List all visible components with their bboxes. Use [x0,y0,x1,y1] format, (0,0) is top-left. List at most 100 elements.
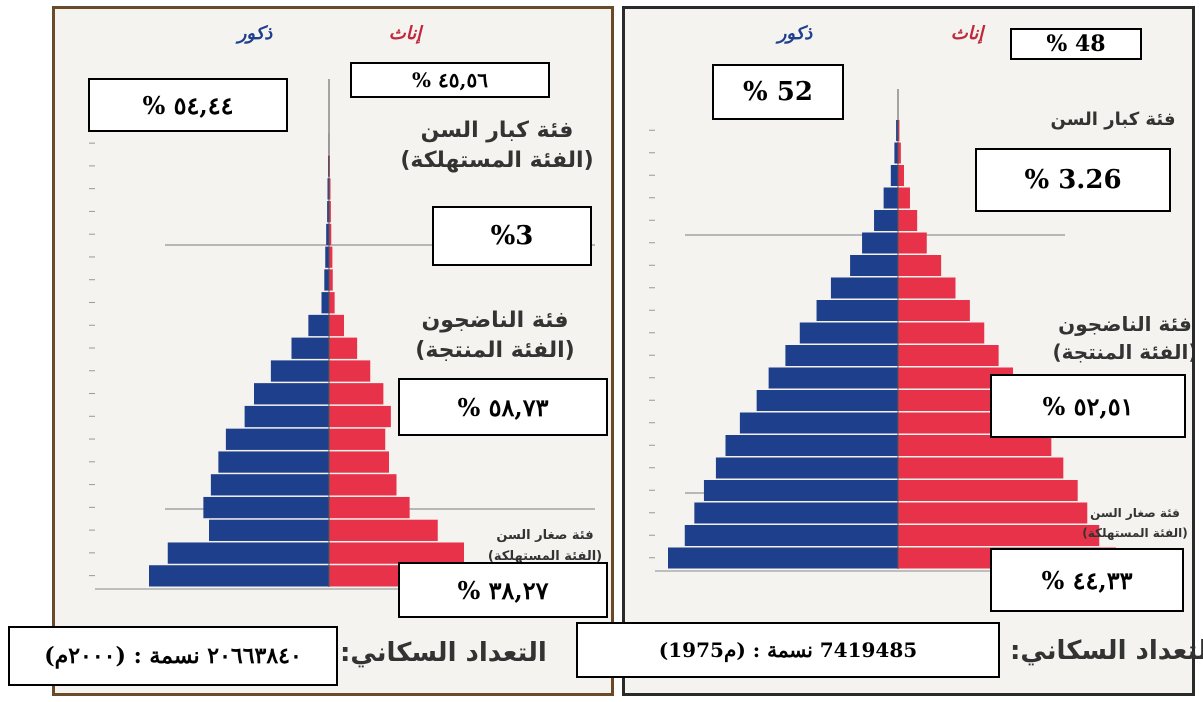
male-bar [254,383,329,405]
group-name-label: فئة كبار السن [1051,109,1176,130]
census-box-1975: (1975م) : 7419485 نسمة [576,622,1000,678]
female-bar [898,435,1052,456]
census-label-2000: التعداد السكاني: [340,638,547,668]
male-bar [327,201,329,223]
female-bar [898,277,956,299]
male-label: ذكور [775,23,814,44]
male-bar [799,322,898,344]
group-name-label: فئة كبار السن [421,118,574,143]
female-bar [329,269,333,291]
group-name-label: فئة صغار السن [1090,506,1180,520]
male-bar [209,519,329,541]
female-bar [898,142,901,164]
male-label: ذكور [235,23,274,44]
female-bar [898,255,942,276]
male-bar [218,451,329,473]
female-bar [898,502,1088,524]
female-bar [329,451,389,473]
adult-percent-box-1975: % ٥٢,٥١ [990,374,1186,438]
adult-percent-box-2000: % ٥٨,٧٣ [398,378,608,436]
male-bar [225,428,329,450]
male-bar [324,269,329,291]
female-bar [329,474,397,496]
female-bar [329,496,410,519]
youth-percent-box-2000: % ٣٨,٢٧ [398,562,608,618]
male-bar [308,314,329,337]
male-bar [325,246,329,268]
female-label: إناث [389,23,424,44]
male-bar [210,474,329,496]
male-bar [703,480,898,501]
male-bar [149,565,329,587]
census-label-1975: التعداد السكاني: [1010,636,1203,666]
male-bar [244,405,329,428]
male-percent-box-1975: % 52 [712,64,844,120]
female-bar [898,525,1100,546]
female-bar [898,345,999,366]
male-bar [203,496,329,519]
female-percent-box-1975: % 48 [1010,28,1142,60]
group-subtitle-label: (الفئة المستهلكة) [488,549,602,564]
male-bar [327,178,329,200]
male-bar [816,300,898,321]
female-label: إناث [951,23,986,44]
male-bar [894,142,898,164]
female-bar [329,360,371,382]
male-bar [167,542,329,564]
male-bar [270,360,329,382]
female-bar [329,405,391,428]
male-bar [883,187,898,209]
female-bar [329,246,333,268]
group-name-label: فئة الناضجون [1058,312,1192,336]
group-subtitle-label: (الفئة المنتجة) [1053,340,1192,364]
group-subtitle-label: (الفئة المستهلكة) [1082,526,1187,540]
female-bar [898,187,910,209]
female-bar [329,519,438,541]
male-bar [291,337,329,359]
male-bar [850,255,898,276]
female-bar [329,383,384,405]
male-bar [756,390,898,411]
male-bar [862,232,898,254]
female-bar [329,314,344,337]
elderly-percent-box-1975: % 3.26 [975,148,1171,212]
male-percent-box-2000: % ٥٤,٤٤ [88,78,288,132]
female-bar [898,457,1064,479]
male-bar [768,367,898,389]
female-bar [329,337,358,359]
pyramid-panel-1975: ذكور إناث فئة كبار السن فئة الناضجون (الفئة … [622,6,1195,696]
youth-percent-box-1975: % ٤٤,٣٣ [990,548,1184,612]
female-bar [898,367,1013,389]
male-bar [725,435,898,456]
group-subtitle-label: (الفئة المستهلكة) [400,148,593,173]
male-bar [715,457,898,479]
male-bar [874,210,898,231]
census-box-2000: (٢٠٠٠م) : ٢٠٦٦٣٨٤٠ نسمة [8,626,338,686]
male-bar [890,165,898,186]
female-bar [898,210,918,231]
female-bar [329,428,386,450]
group-subtitle-label: (الفئة المنتجة) [415,338,574,363]
male-bar [668,547,898,569]
female-bar [329,201,331,223]
female-bar [898,480,1078,501]
group-name-label: فئة الناضجون [421,308,568,333]
female-bar [329,542,464,564]
group-name-label: فئة صغار السن [496,528,593,543]
male-bar [896,120,898,141]
pyramid-chart-1975: ذكور إناث فئة كبار السن فئة الناضجون (الفئة … [649,23,1192,572]
male-bar [684,525,898,546]
female-bar [329,292,335,314]
male-bar [326,223,329,246]
female-bar [898,120,900,141]
female-percent-box-2000: % ٤٥,٥٦ [350,62,550,98]
male-bar [694,502,898,524]
male-bar [321,292,329,314]
female-bar [898,300,970,321]
female-bar [898,165,904,186]
female-bar [329,178,331,200]
female-bar [898,232,927,254]
male-bar [830,277,898,299]
male-bar [739,412,898,434]
female-bar [898,322,985,344]
